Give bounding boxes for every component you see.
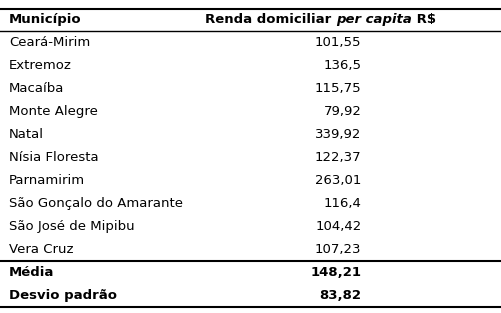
Text: Monte Alegre: Monte Alegre	[9, 105, 98, 118]
Text: 83,82: 83,82	[319, 290, 361, 302]
Text: 122,37: 122,37	[314, 151, 361, 164]
Text: 101,55: 101,55	[314, 36, 361, 49]
Text: Desvio padrão: Desvio padrão	[9, 290, 117, 302]
Text: São Gonçalo do Amarante: São Gonçalo do Amarante	[9, 198, 183, 210]
Text: São José de Mipibu: São José de Mipibu	[9, 220, 134, 233]
Text: R$: R$	[411, 13, 435, 27]
Text: 79,92: 79,92	[323, 105, 361, 118]
Text: 136,5: 136,5	[323, 59, 361, 73]
Text: Média: Média	[9, 266, 54, 280]
Text: Extremoz: Extremoz	[9, 59, 72, 73]
Text: Parnamirim: Parnamirim	[9, 174, 85, 187]
Text: 263,01: 263,01	[315, 174, 361, 187]
Text: 115,75: 115,75	[314, 82, 361, 95]
Text: Macaíba: Macaíba	[9, 82, 64, 95]
Text: 116,4: 116,4	[323, 198, 361, 210]
Text: 339,92: 339,92	[315, 128, 361, 141]
Text: Renda domiciliar: Renda domiciliar	[204, 13, 335, 27]
Text: Nísia Floresta: Nísia Floresta	[9, 151, 99, 164]
Text: Vera Cruz: Vera Cruz	[9, 244, 73, 256]
Text: per capita: per capita	[335, 13, 411, 27]
Text: 104,42: 104,42	[315, 220, 361, 233]
Text: Natal: Natal	[9, 128, 44, 141]
Text: 107,23: 107,23	[314, 244, 361, 256]
Text: 148,21: 148,21	[310, 266, 361, 280]
Text: Município: Município	[9, 13, 82, 27]
Text: Ceará-Mirim: Ceará-Mirim	[9, 36, 90, 49]
